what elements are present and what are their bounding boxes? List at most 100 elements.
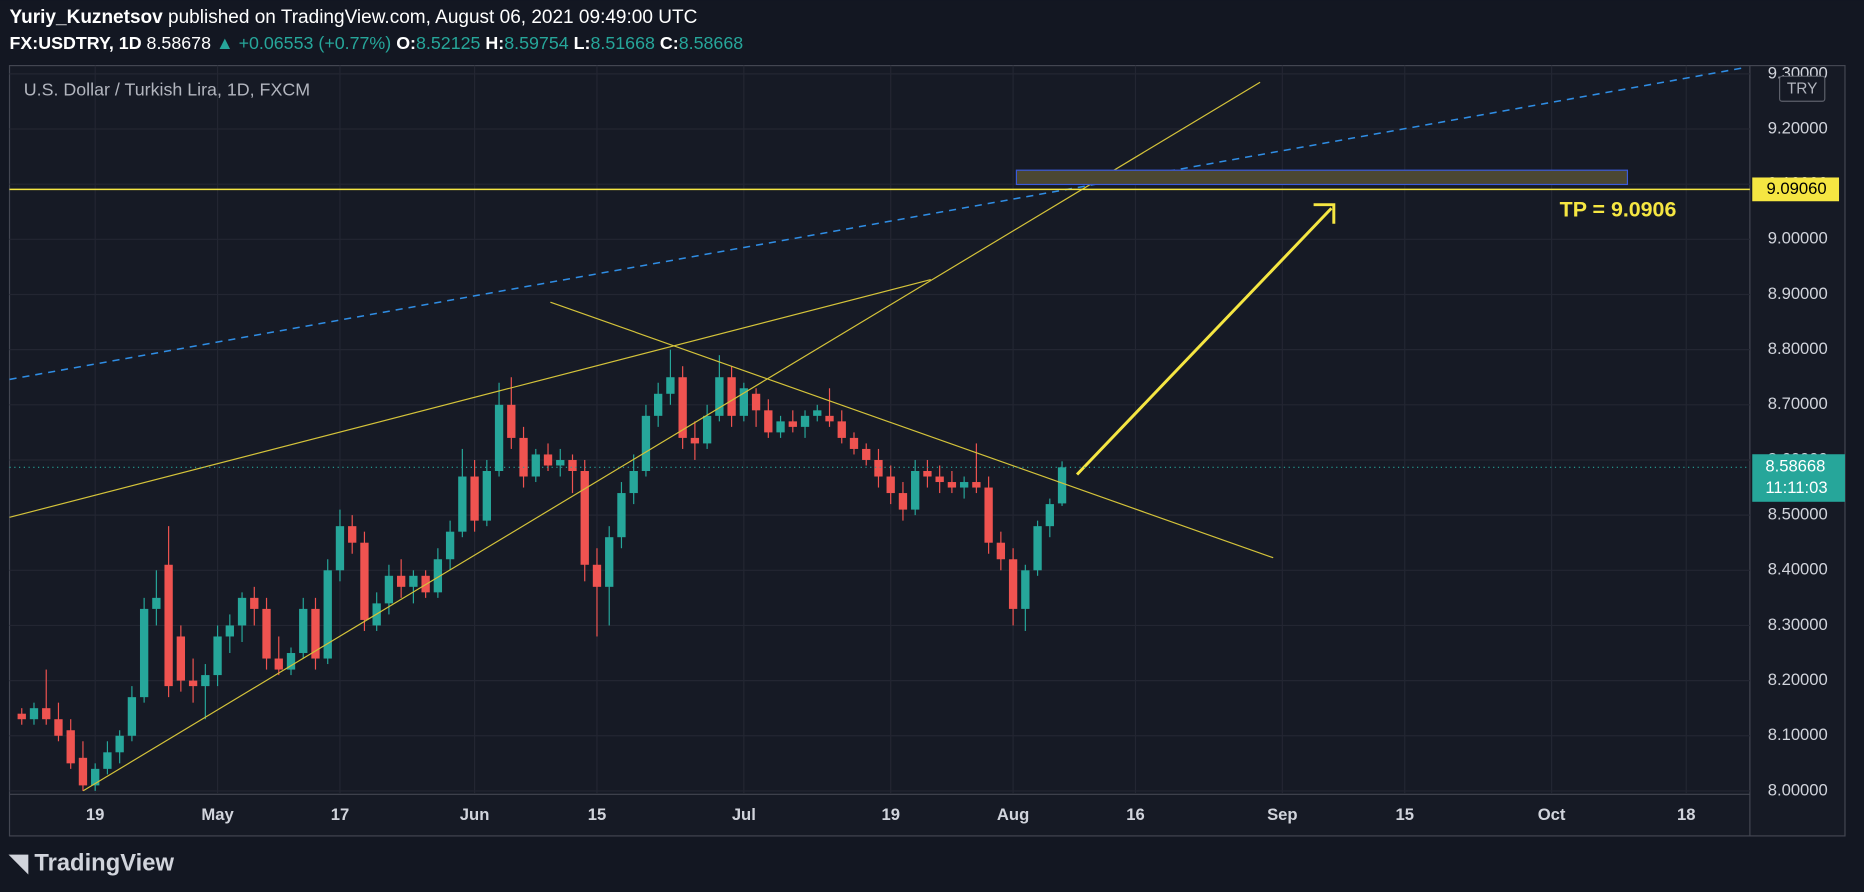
x-tick-label: May [201, 805, 234, 824]
candle-body [213, 636, 222, 676]
candle-body [115, 735, 124, 753]
candle-body [690, 437, 700, 444]
candle-body [348, 526, 357, 543]
candle-body [262, 608, 271, 659]
candle-body [286, 653, 296, 670]
candle-body [641, 415, 651, 472]
ohlc-value: 8.59754 [504, 33, 569, 53]
candle-body [862, 448, 871, 460]
last-price-label: 8.58668 [1765, 457, 1825, 476]
candle-body [972, 482, 981, 488]
last: 8.58678 [147, 33, 212, 53]
x-tick-label: Sep [1267, 805, 1298, 824]
y-tick-label: 8.80000 [1768, 339, 1828, 358]
candle-body [543, 454, 553, 466]
x-tick-label: Jun [460, 805, 490, 824]
candle-body [837, 421, 846, 438]
candle-body [959, 482, 969, 488]
candle-body [751, 393, 761, 411]
chart-frame [8, 64, 1846, 837]
candle-body [384, 575, 394, 604]
drawings [9, 67, 1743, 792]
candle-body [580, 471, 589, 565]
candle-body [764, 410, 773, 433]
candle-body [311, 608, 320, 659]
change: ▲ +0.06553 (+0.77%) [216, 33, 391, 53]
overlay: 8.58668 11:11:03 9.09060 [9, 177, 1845, 502]
x-tick-label: Jul [732, 805, 756, 824]
candle-body [666, 377, 675, 394]
candle-body [54, 719, 63, 736]
candle-body [849, 437, 859, 449]
x-tick-label: Oct [1538, 805, 1566, 824]
candle-body [66, 730, 75, 764]
x-tick-label: 16 [1126, 805, 1145, 824]
candle-body [1033, 526, 1042, 571]
y-tick-label: 9.00000 [1768, 229, 1828, 248]
header-line2: FX:USDTRY, 1D 8.58678 ▲ +0.06553 (+0.77%… [10, 33, 744, 53]
y-tick-label: 8.90000 [1768, 284, 1828, 303]
candle-body [494, 404, 504, 472]
published: published on TradingView.com, August 06,… [168, 7, 698, 28]
candle-body [739, 388, 749, 416]
ohlc-value: 8.51668 [590, 33, 655, 53]
annotation: TP = 9.0906 [1560, 197, 1677, 221]
candle-body [164, 564, 173, 687]
candle-body [103, 752, 112, 769]
candles [17, 349, 1067, 791]
candle-body [323, 570, 332, 659]
currency: TRY [1787, 80, 1818, 97]
candle-body [825, 415, 834, 422]
header-line1: Yuriy_Kuznetsov published on TradingView… [10, 7, 698, 28]
ohlc-key: H: [485, 33, 504, 53]
candle-body [335, 526, 345, 571]
horizontal-line-label: 9.09060 [1767, 179, 1827, 198]
trend-line [82, 81, 1261, 792]
brand-name: TradingView [34, 850, 174, 877]
horizontal-line-box [1752, 177, 1840, 202]
candle-body [911, 471, 920, 510]
ohlc-key: O: [396, 33, 416, 53]
y-tick-label: 8.40000 [1768, 560, 1828, 579]
trend-line [550, 301, 1274, 559]
candle-body [139, 608, 149, 698]
chart-title: U.S. Dollar / Turkish Lira, 1D, FXCM [24, 79, 310, 99]
candle-body [629, 471, 638, 494]
ohlc-value: 8.58668 [679, 33, 744, 53]
currency-box [1779, 75, 1826, 102]
candle-body [874, 459, 883, 477]
x-tick-label: 18 [1677, 805, 1696, 824]
brand: ◥ TradingView [9, 850, 175, 877]
candle-body [1057, 467, 1067, 504]
arrow [1075, 207, 1333, 476]
candle-body [727, 377, 736, 416]
candle-body [42, 708, 51, 720]
y-tick-label: 8.50000 [1768, 505, 1828, 524]
symbol: FX:USDTRY, 1D [10, 33, 142, 53]
candle-body [299, 608, 308, 654]
candle-body [654, 393, 663, 416]
candle-body [898, 493, 908, 510]
candle-body [788, 421, 797, 427]
y-tick-label: 8.00000 [1768, 780, 1828, 799]
candle-body [127, 697, 137, 736]
candle-body [617, 493, 626, 538]
candle-body [274, 658, 283, 670]
y-tick-label: 8.10000 [1768, 725, 1828, 744]
arrow-head [1313, 203, 1336, 224]
candle-body [519, 437, 528, 477]
candle-body [188, 680, 198, 687]
candle-body [800, 415, 810, 427]
candle-body [935, 476, 944, 483]
candle-body [176, 636, 186, 681]
candle-body [531, 454, 540, 477]
candle-body [458, 476, 467, 532]
y-tick-label: 8.30000 [1768, 615, 1828, 634]
candle-body [776, 421, 785, 433]
candle-body [445, 531, 455, 560]
countdown: 11:11:03 [1765, 478, 1827, 497]
candle-body [482, 471, 491, 521]
candle-body [678, 377, 687, 438]
ohlc-key: L: [574, 33, 591, 53]
